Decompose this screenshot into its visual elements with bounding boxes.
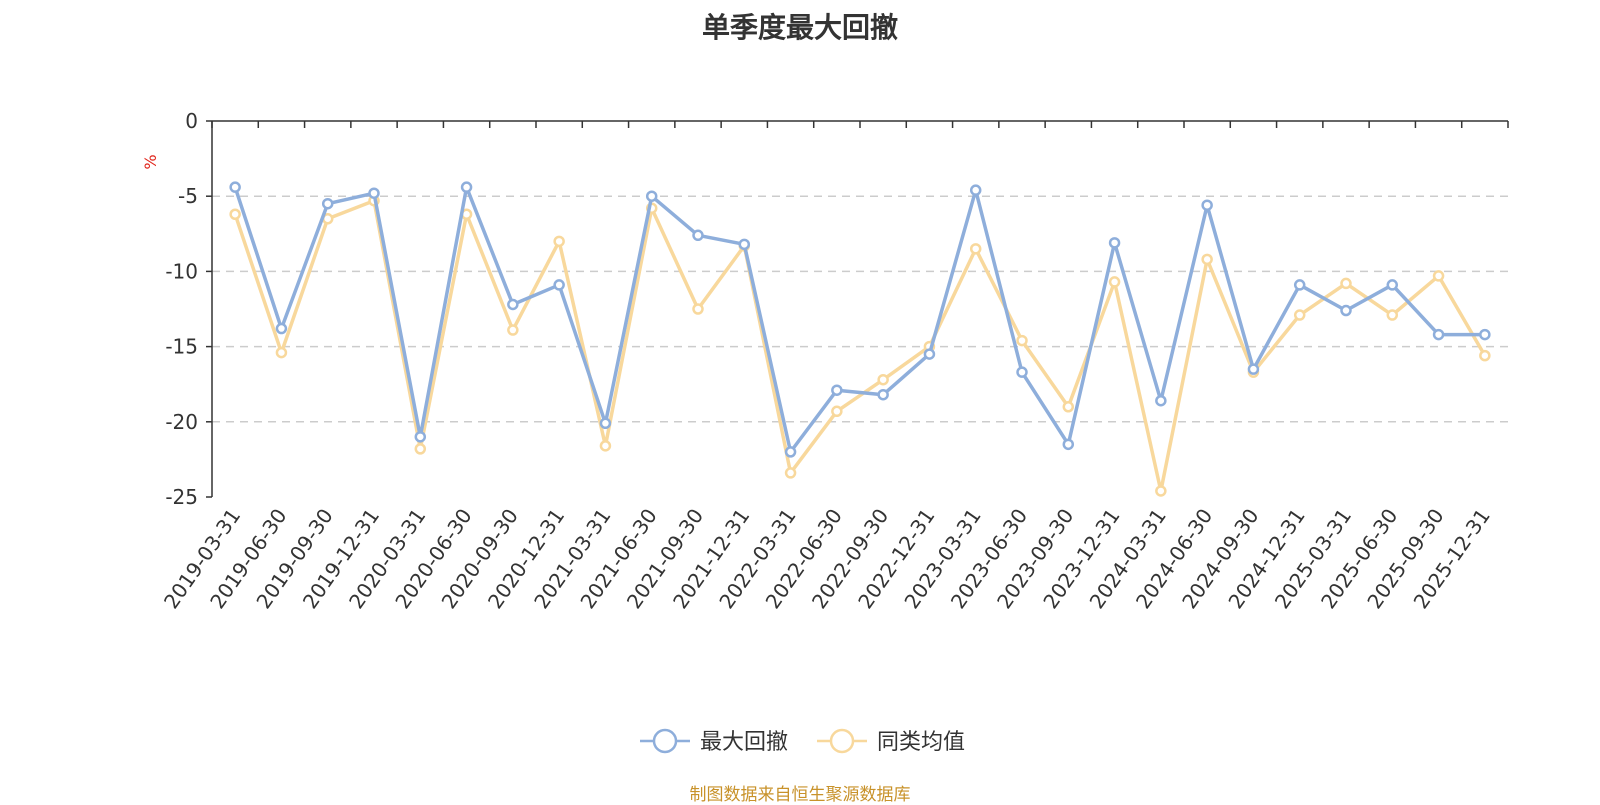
data-point bbox=[831, 384, 843, 396]
data-point bbox=[969, 243, 982, 255]
data-point bbox=[229, 181, 241, 193]
data-point bbox=[321, 197, 334, 210]
data-point bbox=[275, 322, 288, 335]
data-point bbox=[507, 298, 519, 311]
series-layer bbox=[229, 181, 1491, 497]
y-tick-label: -15 bbox=[165, 335, 198, 359]
data-point bbox=[1108, 237, 1121, 249]
data-point bbox=[1432, 328, 1445, 341]
data-point bbox=[831, 405, 843, 418]
legend-label: 最大回撤 bbox=[700, 730, 788, 755]
series-line bbox=[233, 198, 1487, 493]
data-point bbox=[1386, 309, 1399, 321]
data-point bbox=[1062, 438, 1075, 451]
data-point bbox=[1016, 366, 1028, 378]
data-point bbox=[1293, 279, 1306, 291]
y-tick-label: -20 bbox=[165, 410, 198, 434]
data-point bbox=[1201, 253, 1213, 266]
data-point bbox=[1293, 309, 1306, 321]
grid-lines bbox=[212, 195, 1508, 423]
data-point bbox=[414, 431, 427, 443]
data-point bbox=[1062, 401, 1075, 413]
data-point bbox=[553, 279, 565, 291]
legend-label: 同类均值 bbox=[877, 730, 965, 755]
data-point bbox=[692, 303, 704, 315]
data-point bbox=[1340, 277, 1352, 290]
y-axis-unit: % bbox=[141, 154, 160, 169]
data-point bbox=[969, 184, 982, 196]
data-point bbox=[1155, 394, 1167, 407]
data-point bbox=[1247, 363, 1260, 375]
data-point bbox=[1108, 276, 1121, 288]
data-point bbox=[923, 348, 936, 360]
data-point bbox=[1479, 349, 1491, 362]
axes: 0-5-10-15-20-25%2019-03-312019-06-302019… bbox=[141, 109, 1509, 613]
legend: 最大回撤 同类均值 bbox=[640, 728, 965, 755]
data-point bbox=[1479, 328, 1491, 341]
y-tick-label: -5 bbox=[178, 184, 198, 208]
data-point bbox=[645, 190, 658, 202]
data-point bbox=[368, 187, 380, 199]
data-point bbox=[784, 446, 797, 458]
legend-marker bbox=[652, 728, 678, 754]
data-point bbox=[877, 373, 889, 386]
data-point bbox=[1386, 279, 1399, 291]
data-point bbox=[784, 467, 797, 479]
data-point bbox=[229, 208, 241, 220]
data-point bbox=[1432, 270, 1445, 282]
data-point bbox=[599, 440, 612, 452]
series-line bbox=[233, 185, 1485, 454]
y-tick-label: -10 bbox=[165, 259, 198, 283]
data-point bbox=[414, 443, 427, 455]
data-point bbox=[275, 346, 288, 359]
data-point bbox=[877, 388, 889, 401]
data-point bbox=[1340, 304, 1352, 317]
data-point bbox=[553, 235, 565, 248]
data-point bbox=[507, 324, 519, 336]
source-note: 制图数据来自恒生聚源数据库 bbox=[689, 785, 911, 805]
data-point bbox=[599, 417, 612, 430]
data-point bbox=[1016, 334, 1028, 347]
legend-marker bbox=[829, 728, 855, 754]
data-point bbox=[460, 181, 473, 193]
chart-title: 单季度最大回撤 bbox=[701, 11, 898, 44]
data-point bbox=[692, 229, 704, 242]
y-tick-label: 0 bbox=[185, 109, 198, 133]
data-point bbox=[738, 238, 751, 251]
data-point bbox=[1201, 199, 1213, 211]
data-point bbox=[1155, 485, 1167, 497]
y-tick-label: -25 bbox=[165, 485, 198, 509]
